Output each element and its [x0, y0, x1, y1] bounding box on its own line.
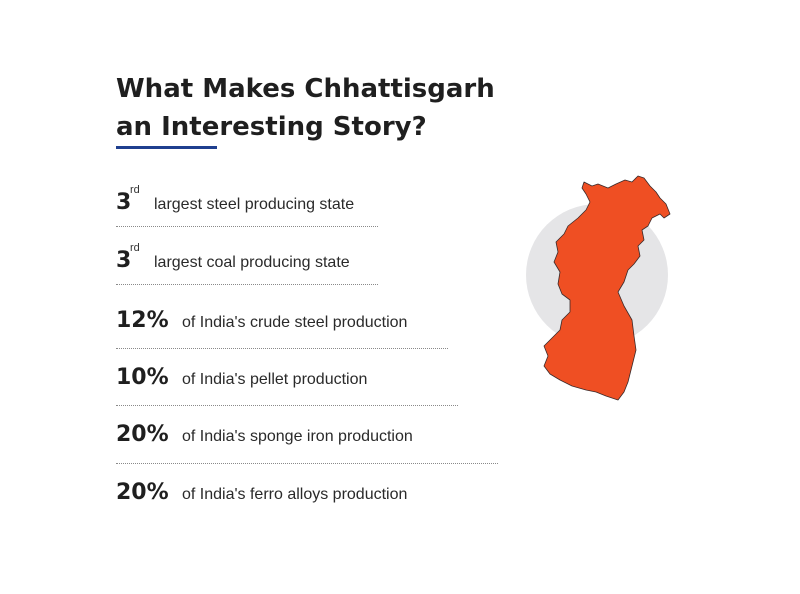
page-title: What Makes Chhattisgarh an Interesting S… [116, 70, 495, 146]
divider [116, 405, 458, 406]
stat-description: largest steel producing state [154, 196, 355, 213]
stat-description: of India's crude steel production [182, 314, 408, 331]
stat-value: 3 [116, 248, 132, 273]
stat-value: 3 [116, 190, 132, 215]
divider [116, 463, 498, 464]
stat-value: 20% [116, 422, 169, 447]
stat-superscript: rd [130, 184, 140, 196]
stat-description: of India's sponge iron production [182, 428, 413, 445]
divider [116, 226, 378, 227]
divider [116, 348, 448, 349]
chhattisgarh-state-shape [543, 175, 671, 401]
title-underline [116, 146, 217, 149]
title-line-2: an Interesting Story? [116, 112, 427, 142]
stat-value: 20% [116, 480, 169, 505]
divider [116, 284, 378, 285]
title-line-1: What Makes Chhattisgarh [116, 74, 495, 104]
stat-value: 12% [116, 308, 169, 333]
chhattisgarh-map-icon [520, 170, 685, 410]
stat-description: largest coal producing state [154, 254, 350, 271]
stat-superscript: rd [130, 242, 140, 254]
stat-description: of India's pellet production [182, 371, 368, 388]
stat-description: of India's ferro alloys production [182, 486, 408, 503]
stat-value: 10% [116, 365, 169, 390]
